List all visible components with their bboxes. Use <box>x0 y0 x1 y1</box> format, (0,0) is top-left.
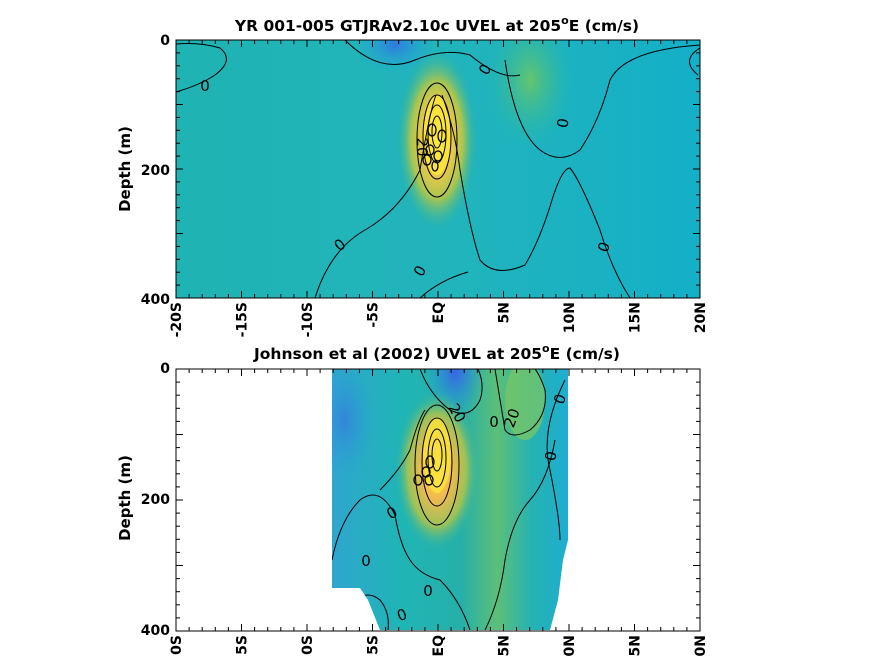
x-tick-label: 0S <box>169 635 185 655</box>
contour-label: 0 <box>361 552 371 570</box>
contour-label: 0 <box>200 77 210 95</box>
x-tick-label: 10N <box>562 302 578 333</box>
bottom-ticks <box>175 368 701 632</box>
bottom-core-labels <box>413 455 435 486</box>
contour-label: 0 <box>489 413 499 431</box>
x-tick-label: -20S <box>169 302 185 337</box>
contour-label: 20 <box>500 406 523 430</box>
bottom-xticklabels: 0S 5S 0S 5S EQ 5N 0N 5N 0N <box>169 635 709 656</box>
x-tick-label: 5S <box>235 635 251 655</box>
x-tick-label: -15S <box>235 302 251 337</box>
bottom-ytick: 400 <box>141 623 170 639</box>
x-tick-label: 0N <box>693 635 709 656</box>
contour-label: 0 <box>550 391 570 406</box>
x-tick-label: 5N <box>497 302 513 323</box>
contour-label: 0 <box>553 117 572 130</box>
x-tick-label: 15N <box>628 302 644 333</box>
top-panel: YR 001-005 GTJRAv2.10c UVEL at 205oE (cm… <box>116 14 709 337</box>
top-heatmap: 0 0 0 0 0 0 20 <box>176 40 700 298</box>
top-core-labels <box>422 123 447 172</box>
contour-label: 0 <box>423 582 433 600</box>
x-tick-label: -10S <box>300 302 316 337</box>
x-tick-label: -5S <box>366 302 382 328</box>
top-contours <box>176 40 700 298</box>
bottom-panel: Johnson et al (2002) UVEL at 205oE (cm/s… <box>116 342 709 656</box>
bottom-ytick: 200 <box>141 492 170 508</box>
x-tick-label: 5S <box>366 635 382 655</box>
contour-label: 0 <box>541 450 560 463</box>
contour-label: 20 <box>413 137 431 156</box>
x-tick-label: 20N <box>693 302 709 333</box>
bottom-ytick: 0 <box>160 361 170 377</box>
top-ylabel: Depth (m) <box>116 126 134 212</box>
top-ytick: 0 <box>160 33 170 49</box>
x-tick-label: 5N <box>628 635 644 656</box>
bottom-ylabel: Depth (m) <box>116 455 134 541</box>
top-ytick: 200 <box>141 163 170 179</box>
top-xticklabels: -20S -15S -10S -5S EQ 5N 10N 15N 20N <box>169 302 709 337</box>
top-title: YR 001-005 GTJRAv2.10c UVEL at 205oE (cm… <box>234 14 639 35</box>
top-ytick: 400 <box>141 292 170 308</box>
bottom-contours <box>332 369 566 630</box>
x-tick-label: 0S <box>300 635 316 655</box>
bottom-title: Johnson et al (2002) UVEL at 205oE (cm/s… <box>253 342 620 363</box>
top-ticks <box>175 39 701 299</box>
x-tick-label: EQ <box>431 302 447 324</box>
x-tick-label: EQ <box>431 635 447 656</box>
x-tick-label: 0N <box>562 635 578 656</box>
bottom-heatmap: 0 20 0 0 0 0 0 0 20 <box>332 369 570 630</box>
x-tick-label: 5N <box>497 635 513 656</box>
